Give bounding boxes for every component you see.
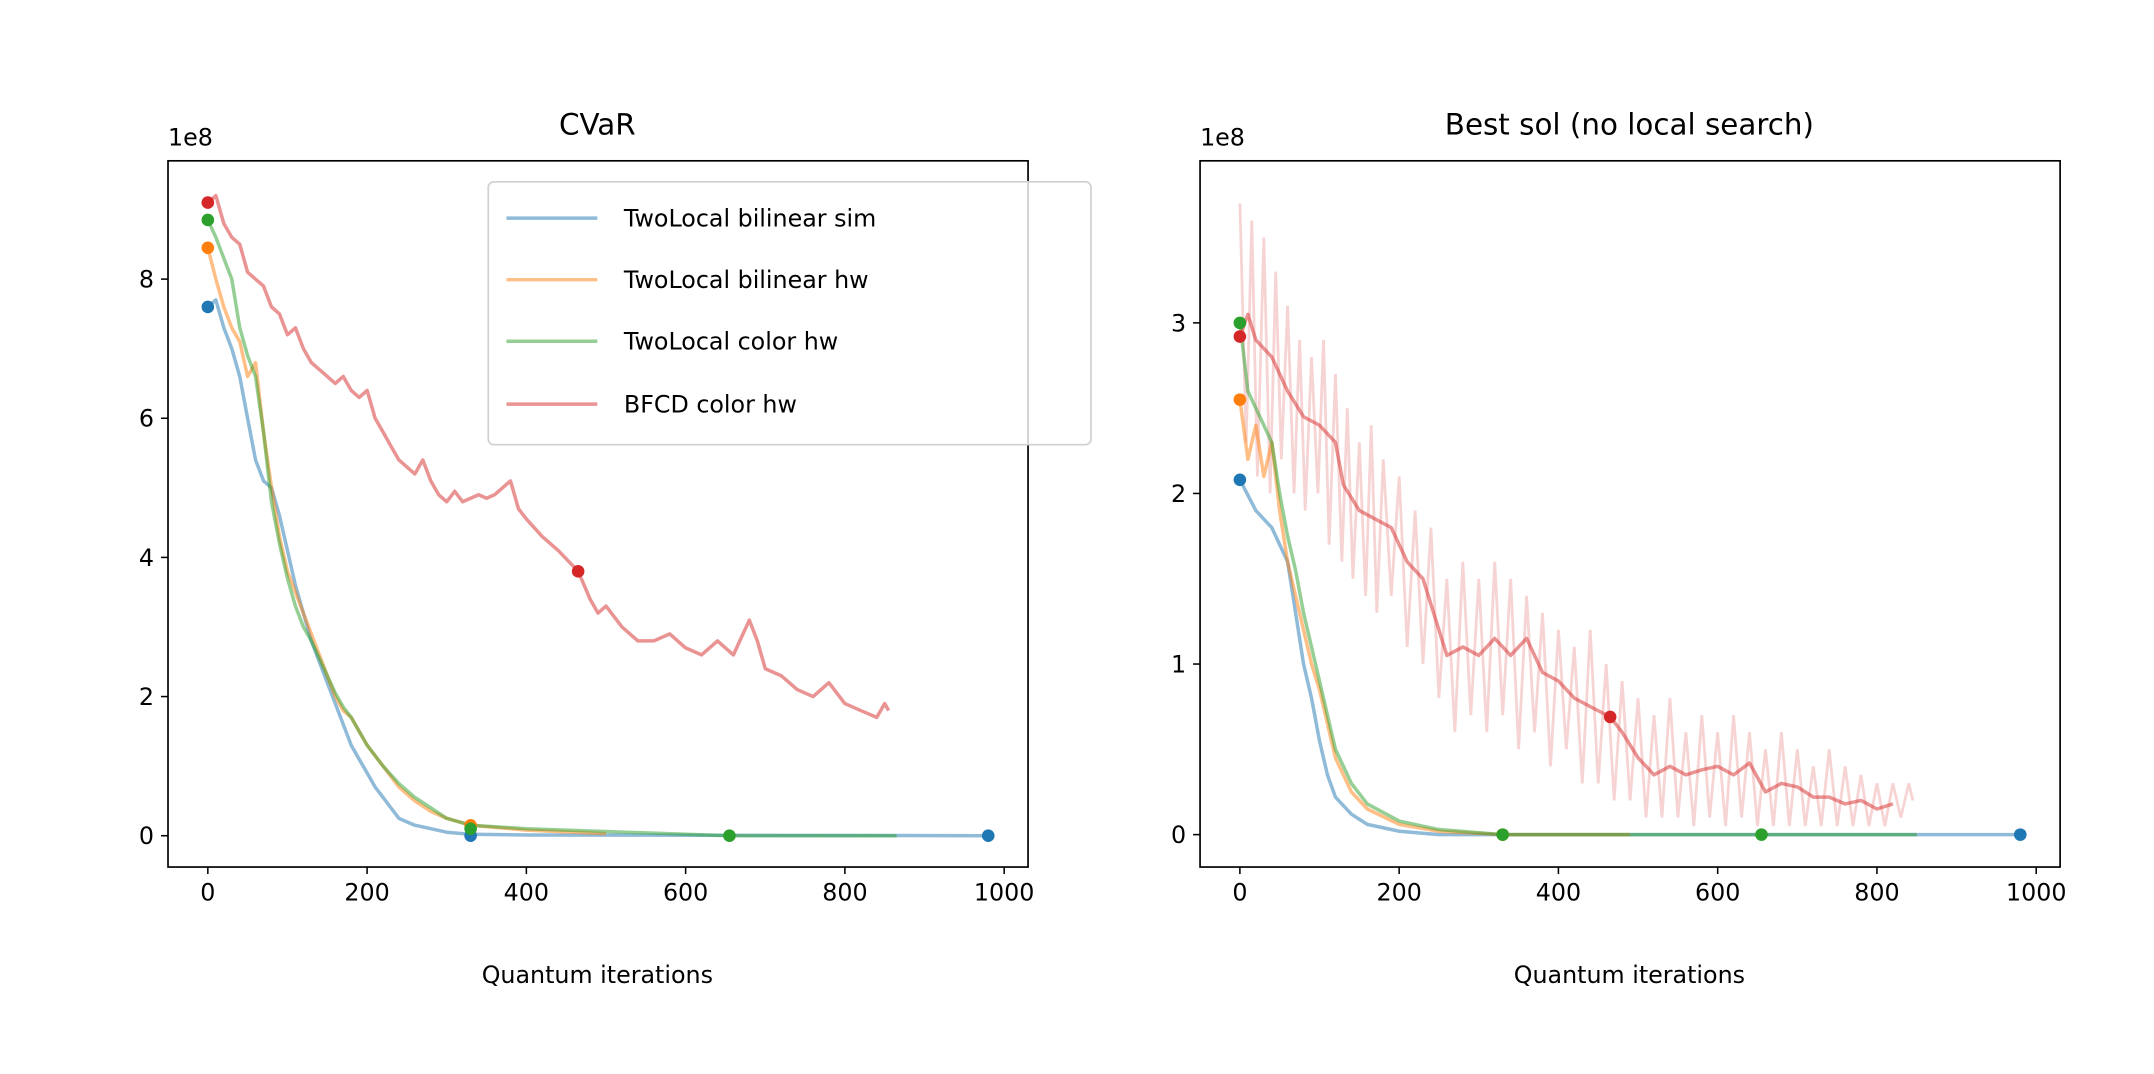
best-sol-marker-twolocal-bilinear-hw: [1233, 393, 1247, 406]
cvar-y-tick-label: 4: [139, 544, 154, 572]
cvar-x-tick-label: 800: [822, 879, 867, 907]
best-sol-panel: Best sol (no local search) 1e8 Quantum i…: [1171, 107, 2067, 989]
cvar-axes-frame: [167, 159, 1029, 868]
cvar-x-tick-label: 1000: [974, 879, 1034, 907]
cvar-y-tick-label: 0: [139, 822, 154, 850]
cvar-y-offset-label: 1e8: [168, 123, 213, 151]
legend: TwoLocal bilinear sim TwoLocal bilinear …: [487, 180, 1092, 446]
best-sol-marker-twolocal-color-hw: [1496, 828, 1509, 841]
best-sol-x-tick-label: 0: [1232, 879, 1247, 907]
cvar-marker-twolocal-color-hw: [464, 822, 477, 836]
best-sol-x-tick-label: 800: [1854, 879, 1899, 907]
best-sol-title: Best sol (no local search): [1445, 107, 1814, 141]
legend-label-bfcd: BFCD color hw: [624, 391, 797, 419]
best-sol-marker-bfcd-color-hw: [1233, 330, 1247, 343]
cvar-title: CVaR: [559, 107, 636, 141]
cvar-panel: CVaR 1e8 Quantum iterations 0 200 400 600 80…: [139, 107, 1092, 989]
best-sol-marker-twolocal-color-hw: [1233, 316, 1247, 330]
cvar-x-axis-label: Quantum iterations: [482, 961, 713, 989]
best-sol-line-bfcd-color-hw: [1238, 312, 1894, 811]
cvar-line-twolocal-bilinear-sim: [206, 298, 989, 838]
best-sol-x-tick-label: 600: [1695, 879, 1740, 907]
best-sol-y-tick-label: 1: [1171, 650, 1186, 678]
cvar-y-tick-label: 2: [139, 683, 154, 711]
best-sol-y-tick-label: 0: [1171, 821, 1186, 849]
best-sol-x-axis-label: Quantum iterations: [1514, 961, 1745, 989]
cvar-marker-twolocal-color-hw: [201, 213, 215, 227]
legend-label-bilinear-hw: TwoLocal bilinear hw: [623, 266, 869, 294]
legend-label-sim: TwoLocal bilinear sim: [623, 205, 876, 233]
cvar-marker-bfcd-color-hw: [571, 565, 585, 578]
best-sol-marker-twolocal-bilinear-sim: [1233, 473, 1247, 487]
cvar-marker-twolocal-bilinear-sim: [981, 829, 995, 843]
best-sol-raw-line-bfcd-color-hw: [1238, 203, 1915, 827]
legend-label-color-hw: TwoLocal color hw: [623, 328, 838, 356]
best-sol-line-twolocal-bilinear-hw: [1238, 399, 1631, 837]
cvar-line-bfcd-color-hw: [206, 193, 891, 720]
cvar-x-tick-label: 0: [200, 879, 215, 907]
cvar-y-tick-label: 6: [139, 405, 154, 433]
best-sol-y-offset-label: 1e8: [1200, 123, 1245, 151]
legend-box: [487, 180, 1092, 446]
best-sol-marker-bfcd-color-hw: [1603, 710, 1617, 724]
best-sol-y-tick-label: 2: [1171, 480, 1186, 508]
cvar-x-tick-label: 200: [344, 879, 389, 907]
cvar-x-tick-label: 400: [504, 879, 549, 907]
cvar-marker-twolocal-color-hw: [723, 829, 736, 843]
cvar-marker-twolocal-bilinear-sim: [201, 300, 215, 314]
best-sol-marker-twolocal-color-hw: [1755, 828, 1768, 841]
best-sol-line-twolocal-bilinear-sim: [1238, 478, 2021, 837]
best-sol-line-twolocal-color-hw: [1238, 322, 1917, 837]
best-sol-marker-twolocal-bilinear-sim: [2013, 828, 2027, 841]
cvar-y-tick-label: 8: [139, 265, 154, 293]
best-sol-y-tick-label: 3: [1171, 309, 1186, 337]
cvar-marker-bfcd-color-hw: [201, 196, 215, 209]
best-sol-x-tick-label: 400: [1536, 879, 1581, 907]
best-sol-axes-frame: [1199, 159, 2061, 868]
best-sol-x-tick-label: 1000: [2006, 879, 2066, 907]
best-sol-x-tick-label: 200: [1376, 879, 1421, 907]
cvar-x-tick-label: 600: [663, 879, 708, 907]
cvar-marker-twolocal-bilinear-hw: [201, 241, 215, 255]
